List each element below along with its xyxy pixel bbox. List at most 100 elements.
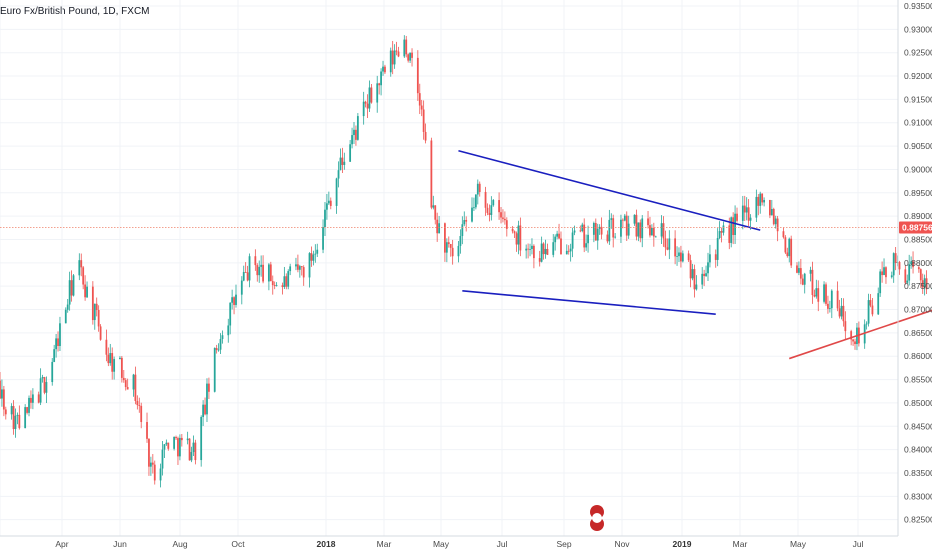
trendline[interactable] — [458, 149, 761, 231]
candle-body — [606, 234, 609, 242]
candle-body — [776, 218, 779, 232]
candle-body — [113, 359, 116, 372]
candle-body — [906, 280, 909, 283]
candle-body — [213, 348, 216, 392]
candle-body — [339, 157, 342, 171]
y-tick-label: 0.85000 — [904, 398, 932, 408]
candle-body — [188, 438, 191, 461]
candle-body — [444, 223, 446, 253]
candle-body — [136, 400, 139, 406]
last-price-label: 0.88756 — [902, 223, 932, 233]
candle-body — [844, 321, 847, 332]
candle-body — [362, 101, 365, 117]
candle-body — [854, 341, 856, 345]
candle-body — [120, 357, 123, 378]
candle-body — [484, 191, 487, 208]
candle-body — [474, 194, 477, 208]
candle-body — [732, 217, 735, 236]
candle-body — [180, 437, 183, 441]
trendline[interactable] — [788, 188, 932, 360]
candle-body — [790, 238, 793, 266]
candle-body — [153, 464, 156, 481]
candle-body — [43, 377, 46, 393]
candle-body — [86, 286, 88, 298]
candle-body — [473, 207, 475, 209]
candle-body — [912, 261, 914, 268]
price-axis[interactable]: 0.93500 0.93000 0.92500 0.92000 0.91500 0.910… — [899, 1, 932, 525]
time-axis[interactable]: FebAprJunAugOct2018MarMayJulSepNov2019Ma… — [0, 539, 864, 549]
candle-body — [904, 269, 907, 283]
drawings — [0, 149, 932, 360]
candle-body — [285, 276, 288, 287]
x-tick-label: Mar — [733, 539, 748, 549]
candle-body — [817, 288, 820, 302]
y-tick-label: 0.87500 — [904, 281, 932, 291]
candle-body — [676, 256, 678, 257]
candle-body — [26, 407, 28, 413]
candle-body — [231, 297, 234, 303]
candle-body — [908, 264, 911, 281]
candle-body — [111, 353, 114, 372]
candle-body — [418, 93, 421, 106]
candle-body — [124, 380, 127, 388]
candle-body — [709, 254, 711, 263]
candle-body — [438, 223, 441, 234]
y-tick-label: 0.84000 — [904, 445, 932, 455]
candle-body — [51, 361, 54, 383]
candle-body — [364, 101, 367, 104]
candle-body — [57, 338, 59, 346]
x-tick-label: Jul — [853, 539, 864, 549]
candle-body — [720, 231, 723, 233]
candle-body — [430, 140, 433, 208]
candle-body — [641, 218, 644, 239]
candle-body — [287, 271, 290, 287]
candle-body — [329, 200, 332, 206]
candle-body — [515, 233, 518, 245]
candle-body — [478, 183, 481, 192]
candle-body — [66, 304, 69, 310]
y-tick-label: 0.93000 — [904, 24, 932, 34]
x-tick-label: May — [433, 539, 450, 549]
candle-body — [569, 248, 572, 252]
candle-body — [919, 269, 922, 281]
candle-body — [842, 305, 845, 322]
candle-body — [179, 437, 181, 457]
candle-body — [583, 224, 586, 248]
candle-body — [871, 305, 874, 315]
candle-body — [190, 452, 193, 461]
x-tick-label: Jul — [497, 539, 508, 549]
candle-body — [734, 213, 736, 236]
event-markers[interactable] — [590, 505, 604, 531]
candle-body — [298, 266, 301, 270]
candle-body — [432, 205, 435, 208]
candle-body — [434, 205, 437, 220]
candle-body — [749, 217, 752, 221]
candle-body — [68, 280, 71, 305]
trendline[interactable] — [462, 290, 716, 315]
candle-body — [828, 308, 831, 309]
candle-body — [691, 269, 694, 279]
candle-body — [809, 269, 812, 274]
candle-body — [745, 207, 748, 213]
candle-body — [621, 219, 624, 221]
candle-body — [258, 266, 261, 276]
candle-body — [267, 264, 270, 282]
candle-body — [262, 264, 264, 282]
candle-body — [772, 208, 775, 225]
candle-body — [341, 157, 344, 165]
candle-body — [149, 462, 152, 467]
candle-body — [206, 383, 208, 415]
x-tick-label: Sep — [556, 539, 571, 549]
candle-body — [770, 208, 773, 216]
candle-body — [925, 278, 928, 290]
candle-body — [269, 264, 272, 282]
x-tick-label: Mar — [377, 539, 392, 549]
candle-body — [91, 286, 94, 321]
candle-body — [161, 449, 164, 469]
candle-body — [134, 374, 137, 401]
x-tick-label: May — [790, 539, 807, 549]
candle-body — [654, 236, 657, 238]
candle-body — [163, 444, 166, 450]
candle-body — [126, 387, 129, 390]
